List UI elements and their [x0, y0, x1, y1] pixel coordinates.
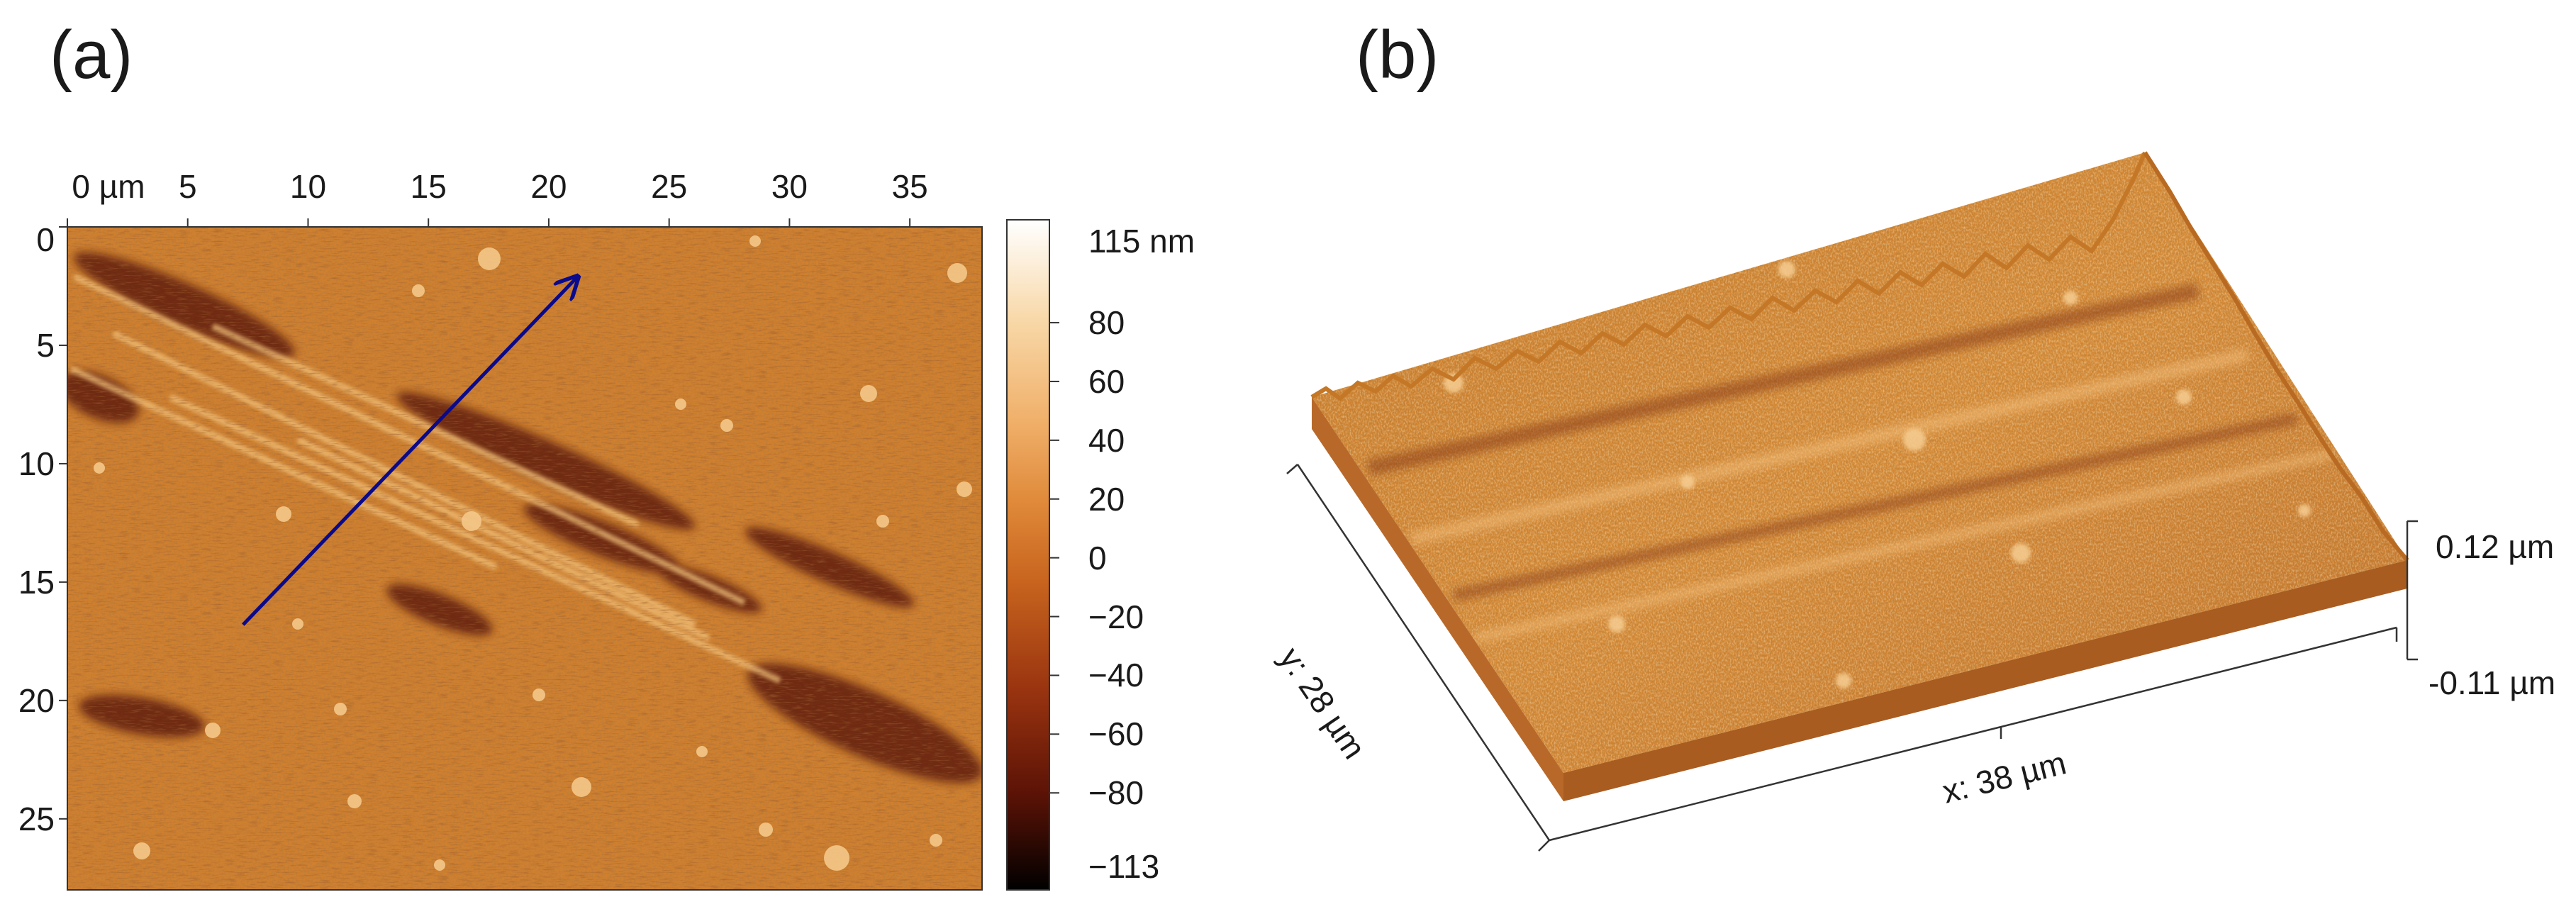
x-tick-label: 0 µm — [72, 168, 145, 205]
z-bottom-label: -0.11 µm — [2429, 664, 2556, 701]
colorbar-tick-marks — [1049, 322, 1059, 794]
surface-3d — [1310, 151, 2409, 801]
colorbar-min-label: −113 — [1088, 848, 1160, 885]
y-tick-label: 5 — [36, 326, 55, 364]
x-tick-label: 25 — [651, 168, 688, 205]
afm-height-map — [67, 227, 982, 890]
colorbar-tick-label: −60 — [1088, 715, 1144, 753]
surface-3d-frame — [1286, 464, 2418, 852]
colorbar-tick-label: 20 — [1088, 480, 1125, 518]
y-tick-label: 10 — [18, 445, 55, 482]
x-tick-label: 15 — [410, 168, 447, 205]
colorbar-tick-label: −40 — [1088, 657, 1144, 694]
colorbar-tick-label: 40 — [1088, 421, 1125, 459]
map-frame — [67, 226, 983, 891]
x-tick-marks — [67, 218, 911, 227]
y-tick-label: 20 — [18, 681, 55, 719]
x-tick-label: 35 — [891, 168, 928, 205]
colorbar-tick-label: −20 — [1088, 598, 1144, 635]
x-tick-label: 30 — [771, 168, 808, 205]
y-tick-marks — [59, 226, 67, 820]
colorbar — [1006, 219, 1050, 891]
y-tick-label: 0 — [36, 221, 55, 258]
z-top-label: 0.12 µm — [2436, 528, 2555, 565]
panel-a-label: (a) — [50, 17, 133, 93]
y-tick-label: 15 — [18, 563, 55, 601]
panel-b-label: (b) — [1356, 17, 1439, 93]
x-tick-label: 5 — [178, 168, 197, 205]
colorbar-max-label: 115 nm — [1088, 223, 1195, 260]
y-tick-label: 25 — [18, 800, 55, 837]
x-tick-label: 10 — [289, 168, 327, 205]
colorbar-tick-label: 0 — [1088, 539, 1107, 576]
x-tick-label: 20 — [530, 168, 567, 205]
colorbar-tick-label: −80 — [1088, 774, 1144, 812]
colorbar-tick-label: 80 — [1088, 304, 1125, 342]
colorbar-tick-label: 60 — [1088, 362, 1125, 400]
profile-arrow — [242, 277, 578, 626]
